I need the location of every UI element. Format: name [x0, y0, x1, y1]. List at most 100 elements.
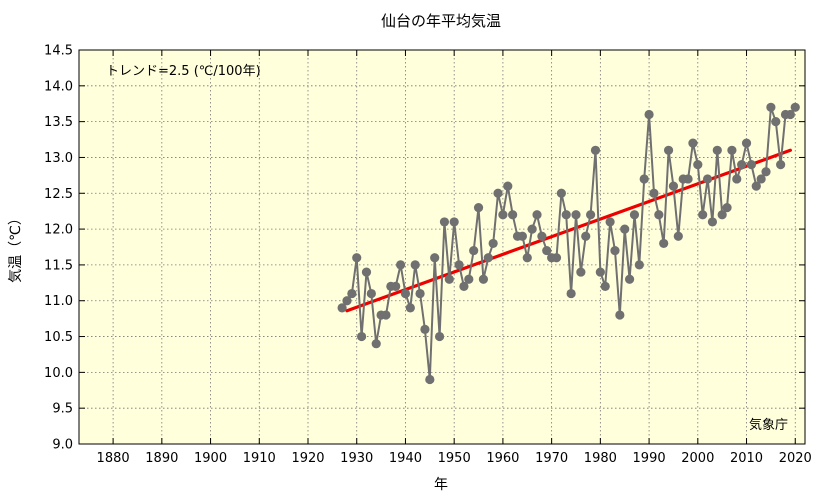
x-tick-label: 2000	[681, 451, 714, 466]
data-point	[634, 260, 644, 270]
y-tick-label: 13.0	[44, 151, 73, 166]
plot-area	[78, 49, 806, 445]
data-point	[712, 145, 722, 155]
data-point	[624, 274, 635, 284]
data-point	[430, 253, 440, 263]
data-point	[751, 181, 761, 191]
data-point	[361, 267, 372, 277]
x-tick-label: 1990	[633, 451, 666, 466]
y-tick-label: 12.5	[44, 187, 73, 202]
x-tick-label: 2010	[730, 451, 763, 466]
data-point	[405, 303, 415, 313]
data-point	[410, 260, 420, 270]
data-point	[581, 231, 591, 241]
y-tick-label: 12.0	[44, 223, 73, 238]
data-point	[342, 296, 352, 306]
data-point	[693, 160, 703, 170]
data-point	[352, 253, 362, 263]
data-point	[473, 203, 484, 213]
x-tick-label: 1900	[194, 451, 227, 466]
data-point	[439, 217, 450, 227]
data-point	[537, 231, 547, 241]
data-point	[649, 188, 659, 198]
data-point	[561, 210, 571, 220]
data-point	[688, 138, 698, 148]
data-point	[615, 310, 625, 320]
data-point	[425, 374, 435, 385]
data-point	[464, 274, 474, 284]
x-tick-label: 1950	[438, 451, 471, 466]
x-tick-label: 2020	[779, 451, 812, 466]
x-tick-label: 1930	[340, 451, 373, 466]
source-label: 気象庁	[749, 417, 788, 433]
data-point	[776, 160, 786, 170]
x-tick-label: 1890	[145, 451, 178, 466]
data-point	[454, 260, 464, 270]
data-point	[654, 210, 664, 220]
data-point	[659, 238, 669, 249]
data-point	[702, 174, 713, 184]
data-point	[673, 231, 683, 241]
data-point	[668, 181, 679, 191]
data-point	[381, 310, 391, 320]
chart-title: 仙台の年平均気温	[381, 12, 501, 30]
data-point	[785, 109, 795, 120]
data-point	[366, 288, 376, 299]
x-tick-label: 1920	[291, 451, 324, 466]
data-point	[357, 331, 367, 342]
data-point	[415, 288, 425, 299]
data-point	[595, 267, 605, 277]
y-axis-label: 気温（℃）	[8, 211, 24, 283]
data-point	[542, 245, 552, 256]
data-point	[469, 245, 479, 256]
data-point	[771, 117, 781, 127]
data-point	[444, 274, 454, 284]
data-point	[586, 210, 596, 220]
data-point	[746, 160, 757, 170]
data-point	[571, 210, 581, 220]
data-point	[522, 253, 532, 263]
data-point	[347, 288, 357, 299]
data-point	[683, 174, 693, 184]
data-point	[527, 224, 537, 234]
data-point	[576, 267, 586, 277]
data-point	[478, 274, 489, 284]
data-point	[761, 167, 771, 177]
data-point	[532, 210, 542, 220]
x-tick-label: 1970	[535, 451, 568, 466]
data-point	[644, 109, 654, 120]
x-tick-label: 1940	[389, 451, 422, 466]
data-point	[732, 174, 742, 184]
data-point	[483, 253, 493, 263]
data-point	[391, 281, 401, 291]
axis-ticks: 1880 1890 1900 1910 1920 1930 1940 1950 1960 1970…	[44, 44, 812, 467]
data-point	[722, 203, 732, 213]
y-tick-label: 9.0	[52, 438, 73, 453]
data-point	[395, 260, 406, 270]
trend-line-segment	[345, 148, 792, 313]
data-point	[737, 160, 747, 170]
data-point	[756, 174, 766, 184]
series-line	[341, 106, 797, 380]
data-point	[508, 210, 518, 220]
y-tick-label: 10.5	[44, 330, 73, 345]
data-point	[420, 324, 430, 334]
data-point	[727, 145, 737, 155]
data-point	[493, 188, 503, 198]
data-point	[337, 303, 347, 313]
data-point	[400, 288, 411, 299]
data-point	[517, 231, 527, 241]
x-tick-label: 1910	[243, 451, 276, 466]
y-tick-label: 14.0	[44, 79, 73, 94]
y-tick-label: 9.5	[52, 402, 73, 417]
x-tick-label: 1960	[486, 451, 519, 466]
data-point	[605, 217, 615, 227]
data-point	[707, 217, 718, 227]
data-point	[766, 102, 776, 112]
data-point	[488, 238, 498, 249]
data-point	[717, 210, 727, 220]
x-axis-label: 年	[434, 477, 448, 493]
data-point	[459, 281, 469, 291]
grid-lines	[79, 50, 805, 444]
